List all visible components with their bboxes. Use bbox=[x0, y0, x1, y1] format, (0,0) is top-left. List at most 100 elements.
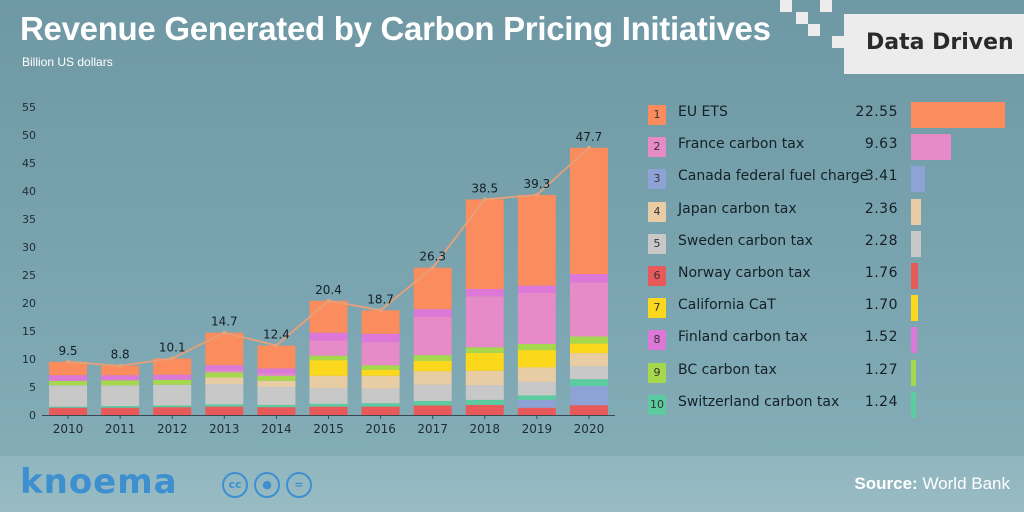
bar-segment-finland bbox=[569, 274, 608, 283]
x-tick-label: 2013 bbox=[209, 422, 240, 436]
bar-segment-bc bbox=[101, 380, 140, 386]
legend-row: 10 Switzerland carbon tax 1.24 bbox=[648, 390, 1018, 422]
x-tick-label: 2017 bbox=[417, 422, 448, 436]
bar-segment-switzerland bbox=[49, 406, 88, 408]
total-value-label: 38.5 bbox=[471, 181, 498, 195]
legend-label: Sweden carbon tax bbox=[678, 232, 813, 249]
legend-value: 1.76 bbox=[864, 265, 898, 281]
bar-segment-sweden bbox=[49, 385, 88, 407]
bar-segment-finland bbox=[205, 365, 244, 371]
source-value: World Bank bbox=[922, 474, 1010, 493]
bar-segment-japan bbox=[569, 353, 608, 367]
bar-segment-switzerland bbox=[413, 401, 452, 406]
legend-row: 1 EU ETS 22.55 bbox=[648, 100, 1018, 132]
bar-segment-norway bbox=[517, 407, 556, 415]
bar-segment-california bbox=[413, 360, 452, 372]
legend-label: EU ETS bbox=[678, 104, 728, 120]
bar-segment-bc bbox=[361, 365, 400, 370]
legend-label: Finland carbon tax bbox=[678, 329, 808, 346]
bar-segment-switzerland bbox=[309, 403, 348, 407]
bar-segment-bc bbox=[257, 375, 296, 381]
bar-segment-bc bbox=[205, 372, 244, 378]
total-value-label: 26.3 bbox=[419, 250, 446, 264]
bar-segment-japan bbox=[205, 377, 244, 385]
bar-segment-switzerland bbox=[257, 404, 296, 408]
bar-segment-sweden bbox=[257, 387, 296, 405]
bar-segment-bc bbox=[49, 380, 88, 386]
bar-segment-sweden bbox=[569, 366, 608, 380]
bar-segment-finland bbox=[101, 375, 140, 381]
legend-row: 7 California CaT 1.70 bbox=[648, 293, 1018, 325]
chart-title: Revenue Generated by Carbon Pricing Init… bbox=[20, 10, 771, 47]
legend-value-bar bbox=[911, 230, 921, 257]
brand-decor-square bbox=[832, 36, 844, 48]
y-tick-label: 5 bbox=[29, 381, 36, 394]
legend-row: 3 Canada federal fuel charge 3.41 bbox=[648, 164, 1018, 196]
total-point bbox=[482, 197, 487, 202]
bar-segment-bc bbox=[413, 355, 452, 361]
legend-value-bar bbox=[911, 327, 918, 354]
brand-decor-square bbox=[780, 0, 792, 12]
total-value-label: 20.4 bbox=[315, 283, 342, 297]
bar-segment-japan bbox=[413, 371, 452, 385]
bar-segment-japan bbox=[361, 375, 400, 389]
y-tick-label: 30 bbox=[22, 241, 36, 254]
bar-segment-norway bbox=[361, 406, 400, 415]
bar-segment-euets bbox=[101, 365, 140, 376]
total-point bbox=[118, 363, 123, 368]
bar-segment-bc bbox=[465, 347, 504, 353]
total-point bbox=[274, 343, 279, 348]
total-value-label: 8.8 bbox=[111, 348, 130, 362]
bar-segment-france bbox=[517, 292, 556, 344]
bar-segment-japan bbox=[309, 375, 348, 389]
bar-segment-bc bbox=[517, 343, 556, 351]
bar-segment-finland bbox=[361, 333, 400, 343]
bar-segment-switzerland bbox=[101, 406, 140, 408]
legend-row: 8 Finland carbon tax 1.52 bbox=[648, 325, 1018, 357]
total-point bbox=[378, 308, 383, 313]
bar-segment-france bbox=[361, 342, 400, 366]
y-axis: 0 5 10 15 20 25 30 35 40 45 50 55 bbox=[22, 101, 36, 422]
y-tick-label: 55 bbox=[22, 101, 36, 114]
legend-rank-badge: 3 bbox=[648, 169, 666, 190]
bar-segment-sweden bbox=[205, 384, 244, 405]
source-note: Source: World Bank bbox=[854, 474, 1010, 494]
legend-value-bar bbox=[911, 198, 921, 225]
bar-segment-california bbox=[309, 360, 348, 376]
bar-segment-sweden bbox=[361, 388, 400, 404]
bar-segment-france bbox=[257, 373, 296, 376]
legend-value: 2.36 bbox=[864, 200, 898, 217]
bar-segment-canada bbox=[569, 386, 608, 406]
bar-segment-switzerland bbox=[569, 379, 608, 387]
knoema-logo[interactable]: knoema bbox=[20, 462, 178, 502]
bar-segment-france bbox=[309, 340, 348, 356]
bar-segment-euets bbox=[569, 147, 608, 275]
bar-segment-california bbox=[361, 369, 400, 376]
total-point bbox=[170, 356, 175, 361]
bar-segment-finland bbox=[49, 375, 88, 381]
bar-segment-euets bbox=[153, 358, 192, 375]
legend-row: 9 BC carbon tax 1.27 bbox=[648, 358, 1018, 390]
bar-segment-california bbox=[569, 343, 608, 354]
legend-value-bar bbox=[911, 295, 919, 322]
brand-decor-square bbox=[820, 0, 832, 12]
legend-row: 5 Sweden carbon tax 2.28 bbox=[648, 229, 1018, 261]
bar-segment-norway bbox=[309, 406, 348, 415]
bar-segment-euets bbox=[309, 300, 348, 333]
legend-rank-badge: 9 bbox=[648, 362, 666, 383]
bar-segment-norway bbox=[153, 407, 192, 415]
y-tick-label: 10 bbox=[22, 353, 36, 366]
x-tick-label: 2020 bbox=[574, 422, 605, 436]
x-tick-label: 2019 bbox=[522, 422, 553, 436]
total-value-label: 10.1 bbox=[159, 340, 186, 354]
total-point bbox=[66, 359, 71, 364]
legend-rank-badge: 5 bbox=[648, 233, 666, 254]
total-point bbox=[222, 330, 227, 335]
total-point bbox=[430, 265, 435, 270]
legend-row: 2 France carbon tax 9.63 bbox=[648, 132, 1018, 164]
bar-segment-euets bbox=[413, 267, 452, 310]
bar-segment-sweden bbox=[101, 385, 140, 407]
bar-segment-finland bbox=[517, 285, 556, 293]
y-tick-label: 35 bbox=[22, 213, 36, 226]
